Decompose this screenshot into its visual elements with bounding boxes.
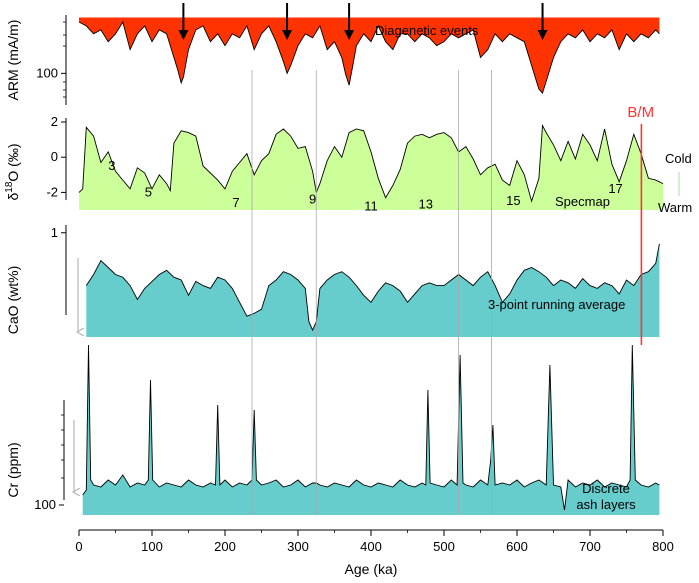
y-tick-label: 2	[51, 114, 58, 129]
panel-2	[78, 123, 664, 210]
x-tick-label: 0	[75, 539, 82, 554]
x-tick-label: 500	[433, 539, 455, 554]
stage-label: 11	[364, 198, 378, 213]
stage-label: 17	[608, 181, 622, 196]
stage-label: 7	[232, 195, 239, 210]
series-area	[79, 125, 663, 210]
specmap-label: Specmap	[555, 194, 610, 209]
x-tick-label: 400	[360, 539, 382, 554]
diagenetic-events-label: Diagenetic events	[375, 23, 479, 38]
x-tick-label: 600	[506, 539, 528, 554]
series-area	[79, 18, 660, 94]
area-fills	[78, 17, 664, 515]
y-axis-label: CaO (wt%)	[5, 266, 21, 334]
y-tick-label: 1	[51, 225, 58, 240]
stage-label: 5	[145, 184, 152, 199]
stage-label: 15	[506, 193, 520, 208]
x-tick-label: 100	[141, 539, 163, 554]
y-axis-1: 100 ARM (mA/m)	[5, 15, 67, 105]
series-area	[82, 345, 660, 515]
x-tick-label: 200	[214, 539, 236, 554]
y-axis-label-d18o: δ18O (‰)	[4, 143, 21, 200]
x-tick-label: 800	[652, 539, 674, 554]
y-axis-2: 2 0 -2	[46, 114, 67, 200]
x-axis-label: Age (ka)	[345, 561, 398, 577]
series-area	[86, 243, 660, 337]
ash-label-line1: Discrete	[582, 481, 630, 496]
axes: 100 ARM (mA/m) 2 0 -2 1 CaO (wt%) 100 Cr (ppm) δ1…	[4, 15, 674, 577]
y-axis-label: ARM (mA/m)	[5, 20, 21, 101]
series-line	[85, 243, 660, 332]
event-arrow-head	[344, 30, 355, 40]
event-arrow-head	[282, 30, 293, 40]
running-average-label: 3-point running average	[488, 297, 625, 312]
reference-lines	[251, 70, 492, 515]
y-tick-label: -2	[46, 184, 58, 199]
y-axis-3: 1 CaO (wt%)	[5, 225, 67, 334]
y-axis-label: Cr (ppm)	[5, 442, 21, 497]
panel-3	[85, 243, 660, 337]
event-arrow-head	[537, 30, 548, 40]
y-tick-label: 100	[36, 65, 58, 80]
cold-label: Cold	[665, 151, 692, 166]
panel-4	[82, 344, 660, 515]
stage-label: 9	[309, 191, 316, 206]
panel-1	[78, 17, 660, 94]
y-tick-label: 0	[51, 149, 58, 164]
series-line	[78, 20, 660, 94]
ash-label-line2: ash layers	[576, 497, 636, 512]
y-axis-4: 100 Cr (ppm)	[5, 400, 65, 512]
event-arrow-head	[178, 30, 189, 40]
bm-boundary-label: B/M	[627, 104, 654, 121]
series-line	[82, 344, 660, 511]
stage-label: 13	[419, 197, 433, 212]
x-tick-label: 300	[287, 539, 309, 554]
y-tick-label: 100	[34, 497, 56, 512]
series-line	[78, 123, 664, 203]
stage-label: 3	[108, 158, 115, 173]
warm-label: Warm	[658, 200, 692, 215]
x-axis: 0 100 200 300 400 500 600 700 800 Age (ka)	[75, 529, 674, 577]
x-tick-label: 700	[579, 539, 601, 554]
